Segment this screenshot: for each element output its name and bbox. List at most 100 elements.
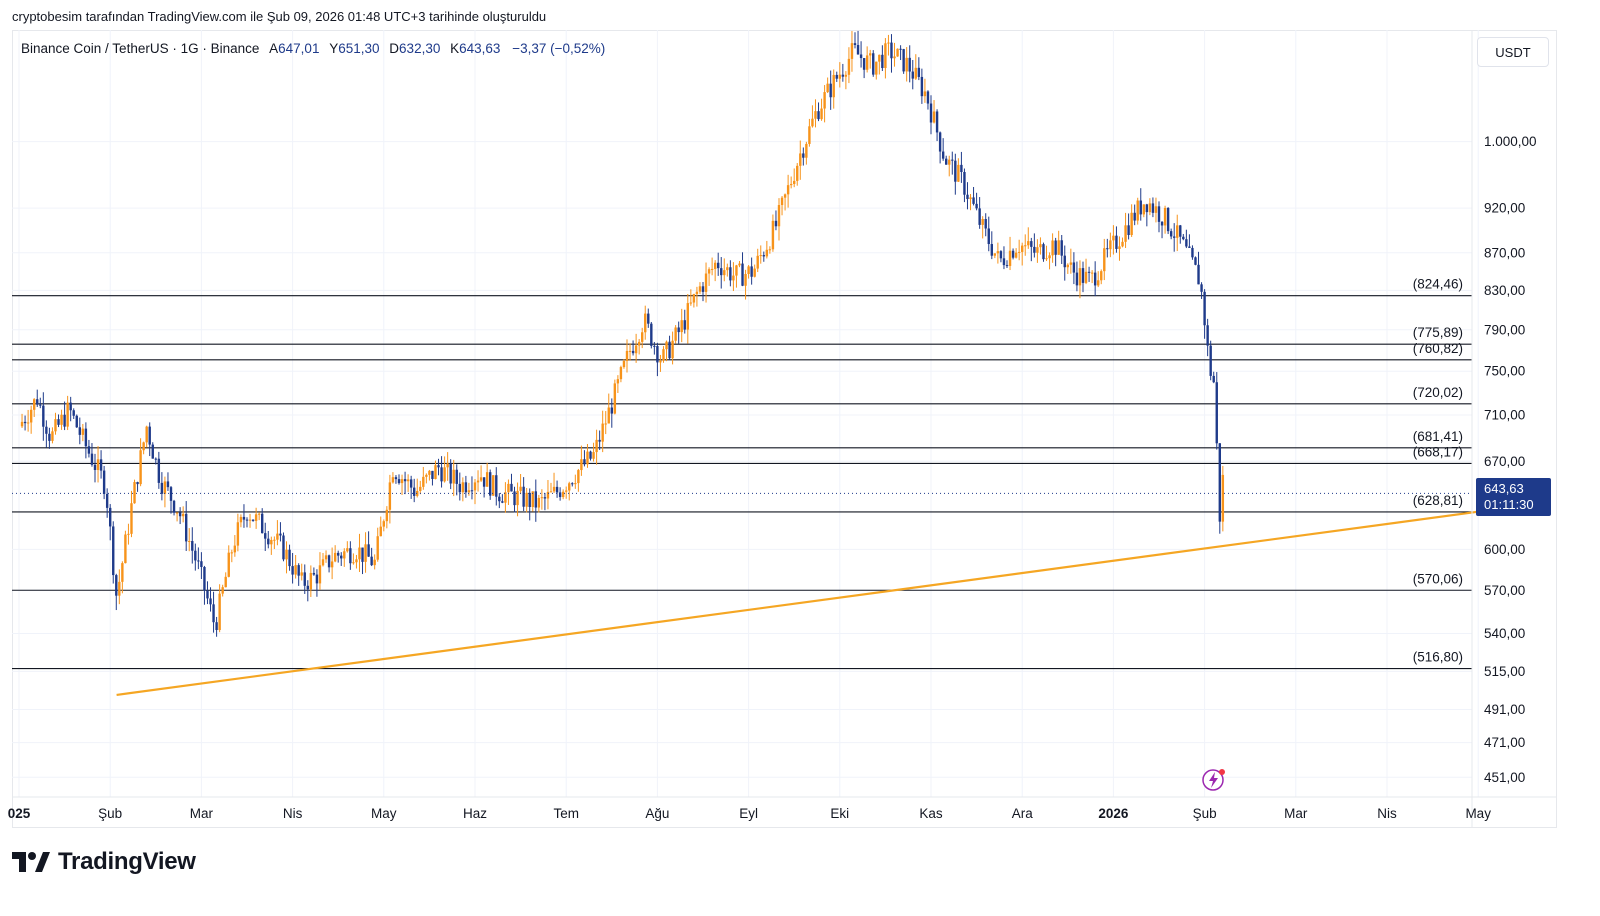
- candle-body: [1106, 248, 1109, 250]
- candle-body: [1197, 264, 1200, 285]
- candle-body: [1200, 284, 1203, 292]
- candle-body: [680, 320, 683, 333]
- candle-body: [628, 350, 632, 352]
- candle-body: [1209, 345, 1212, 376]
- candle-body: [473, 482, 477, 491]
- low-value: 632,30: [399, 41, 441, 56]
- candle-body: [811, 118, 814, 127]
- time-axis[interactable]: 025 Şub Mar Nis May Haz Tem Ağu Eyl Eki Kas Ara 2026…: [8, 796, 1557, 821]
- candle-body: [333, 552, 337, 562]
- candle-body: [869, 53, 872, 56]
- candle-body: [443, 467, 446, 482]
- candle-body: [461, 482, 465, 493]
- candle-body: [446, 463, 449, 468]
- candle-body: [552, 486, 556, 492]
- candle-body: [504, 492, 507, 503]
- candle-body: [692, 294, 696, 303]
- time-tick-label: May: [1465, 806, 1491, 821]
- candle-body: [656, 346, 659, 363]
- candle-body: [337, 552, 340, 556]
- candle-body: [674, 327, 677, 341]
- candle-body: [267, 538, 270, 545]
- candle-body: [610, 407, 613, 414]
- candle-body: [1075, 272, 1079, 286]
- candle-body: [938, 132, 942, 152]
- candle-body: [896, 48, 899, 57]
- candle-body: [1008, 250, 1012, 266]
- brand[interactable]: TradingView: [12, 848, 196, 876]
- candle-body: [306, 585, 309, 590]
- price-axis[interactable]: 451,00 471,00 491,00 515,00 540,00 570,00 600,…: [1471, 30, 1537, 828]
- candle-body: [528, 492, 531, 508]
- candle-body: [60, 414, 63, 425]
- candle-body: [771, 220, 775, 250]
- chart-frame[interactable]: [12, 30, 1557, 828]
- candle-body: [29, 409, 33, 423]
- candle-body: [312, 572, 316, 575]
- time-tick-label: May: [371, 806, 397, 821]
- candle-body: [175, 512, 179, 514]
- time-tick-label: Haz: [463, 806, 487, 821]
- candle-body: [449, 463, 452, 484]
- candle-body: [233, 545, 237, 553]
- candle-body: [583, 459, 586, 465]
- candle-body: [1033, 246, 1036, 253]
- candle-body: [1066, 264, 1069, 268]
- candle-body: [613, 383, 617, 414]
- currency-button[interactable]: USDT: [1477, 37, 1549, 67]
- last-price-value: 643,63: [1484, 481, 1524, 496]
- candle-body: [972, 197, 975, 204]
- candle-body: [303, 572, 306, 586]
- candle-body: [917, 67, 921, 77]
- candle-body: [428, 470, 431, 475]
- candle-body: [327, 555, 331, 568]
- candle-body: [403, 479, 407, 482]
- candle-body: [78, 427, 81, 435]
- flash-icon[interactable]: [1202, 769, 1225, 791]
- candle-body: [102, 470, 106, 494]
- candle-body: [248, 519, 252, 521]
- candle-body: [264, 533, 267, 539]
- price-tick-label: 491,00: [1484, 702, 1525, 717]
- symbol-name[interactable]: Binance Coin / TetherUS · 1G · Binance: [21, 41, 260, 56]
- candle-body: [45, 426, 48, 434]
- candle-body: [96, 459, 100, 470]
- candle-body: [805, 143, 808, 158]
- candle-body: [112, 526, 115, 576]
- candle-body: [1011, 250, 1015, 258]
- time-tick-label: Nis: [283, 806, 303, 821]
- candle-body: [543, 497, 547, 499]
- candle-body: [455, 469, 458, 484]
- candle-body: [406, 479, 410, 482]
- candle-body: [230, 552, 233, 554]
- candle-body: [659, 360, 662, 363]
- candle-body: [479, 477, 483, 481]
- candle-body: [279, 533, 282, 536]
- candle-body: [1142, 204, 1145, 215]
- candle-body: [257, 513, 261, 515]
- candle-body: [492, 475, 495, 496]
- open-value: 647,01: [278, 41, 320, 56]
- candle-body: [367, 544, 370, 557]
- candle-body: [458, 483, 461, 493]
- candle-body: [437, 465, 440, 468]
- candle-body: [315, 574, 319, 584]
- candle-body: [905, 57, 908, 72]
- level-label: (570,06): [1413, 571, 1463, 586]
- candle-body: [1036, 247, 1039, 253]
- candle-body: [1051, 240, 1054, 256]
- candle-body: [343, 551, 346, 559]
- horizontal-levels[interactable]: (824,46) (775,89)(760,82) (720,02) (681,41)…: [12, 277, 1472, 670]
- level-label: (720,02): [1413, 385, 1463, 400]
- candle-body: [522, 486, 525, 507]
- candle-body: [537, 497, 541, 508]
- candle-body: [577, 470, 580, 484]
- candle-body: [397, 479, 401, 484]
- candle-body: [191, 541, 194, 551]
- candle-body: [756, 255, 759, 269]
- level-label: (760,82): [1413, 341, 1463, 356]
- trendline[interactable]: [116, 509, 1488, 697]
- candle-body: [346, 548, 349, 552]
- candle-body: [452, 469, 455, 484]
